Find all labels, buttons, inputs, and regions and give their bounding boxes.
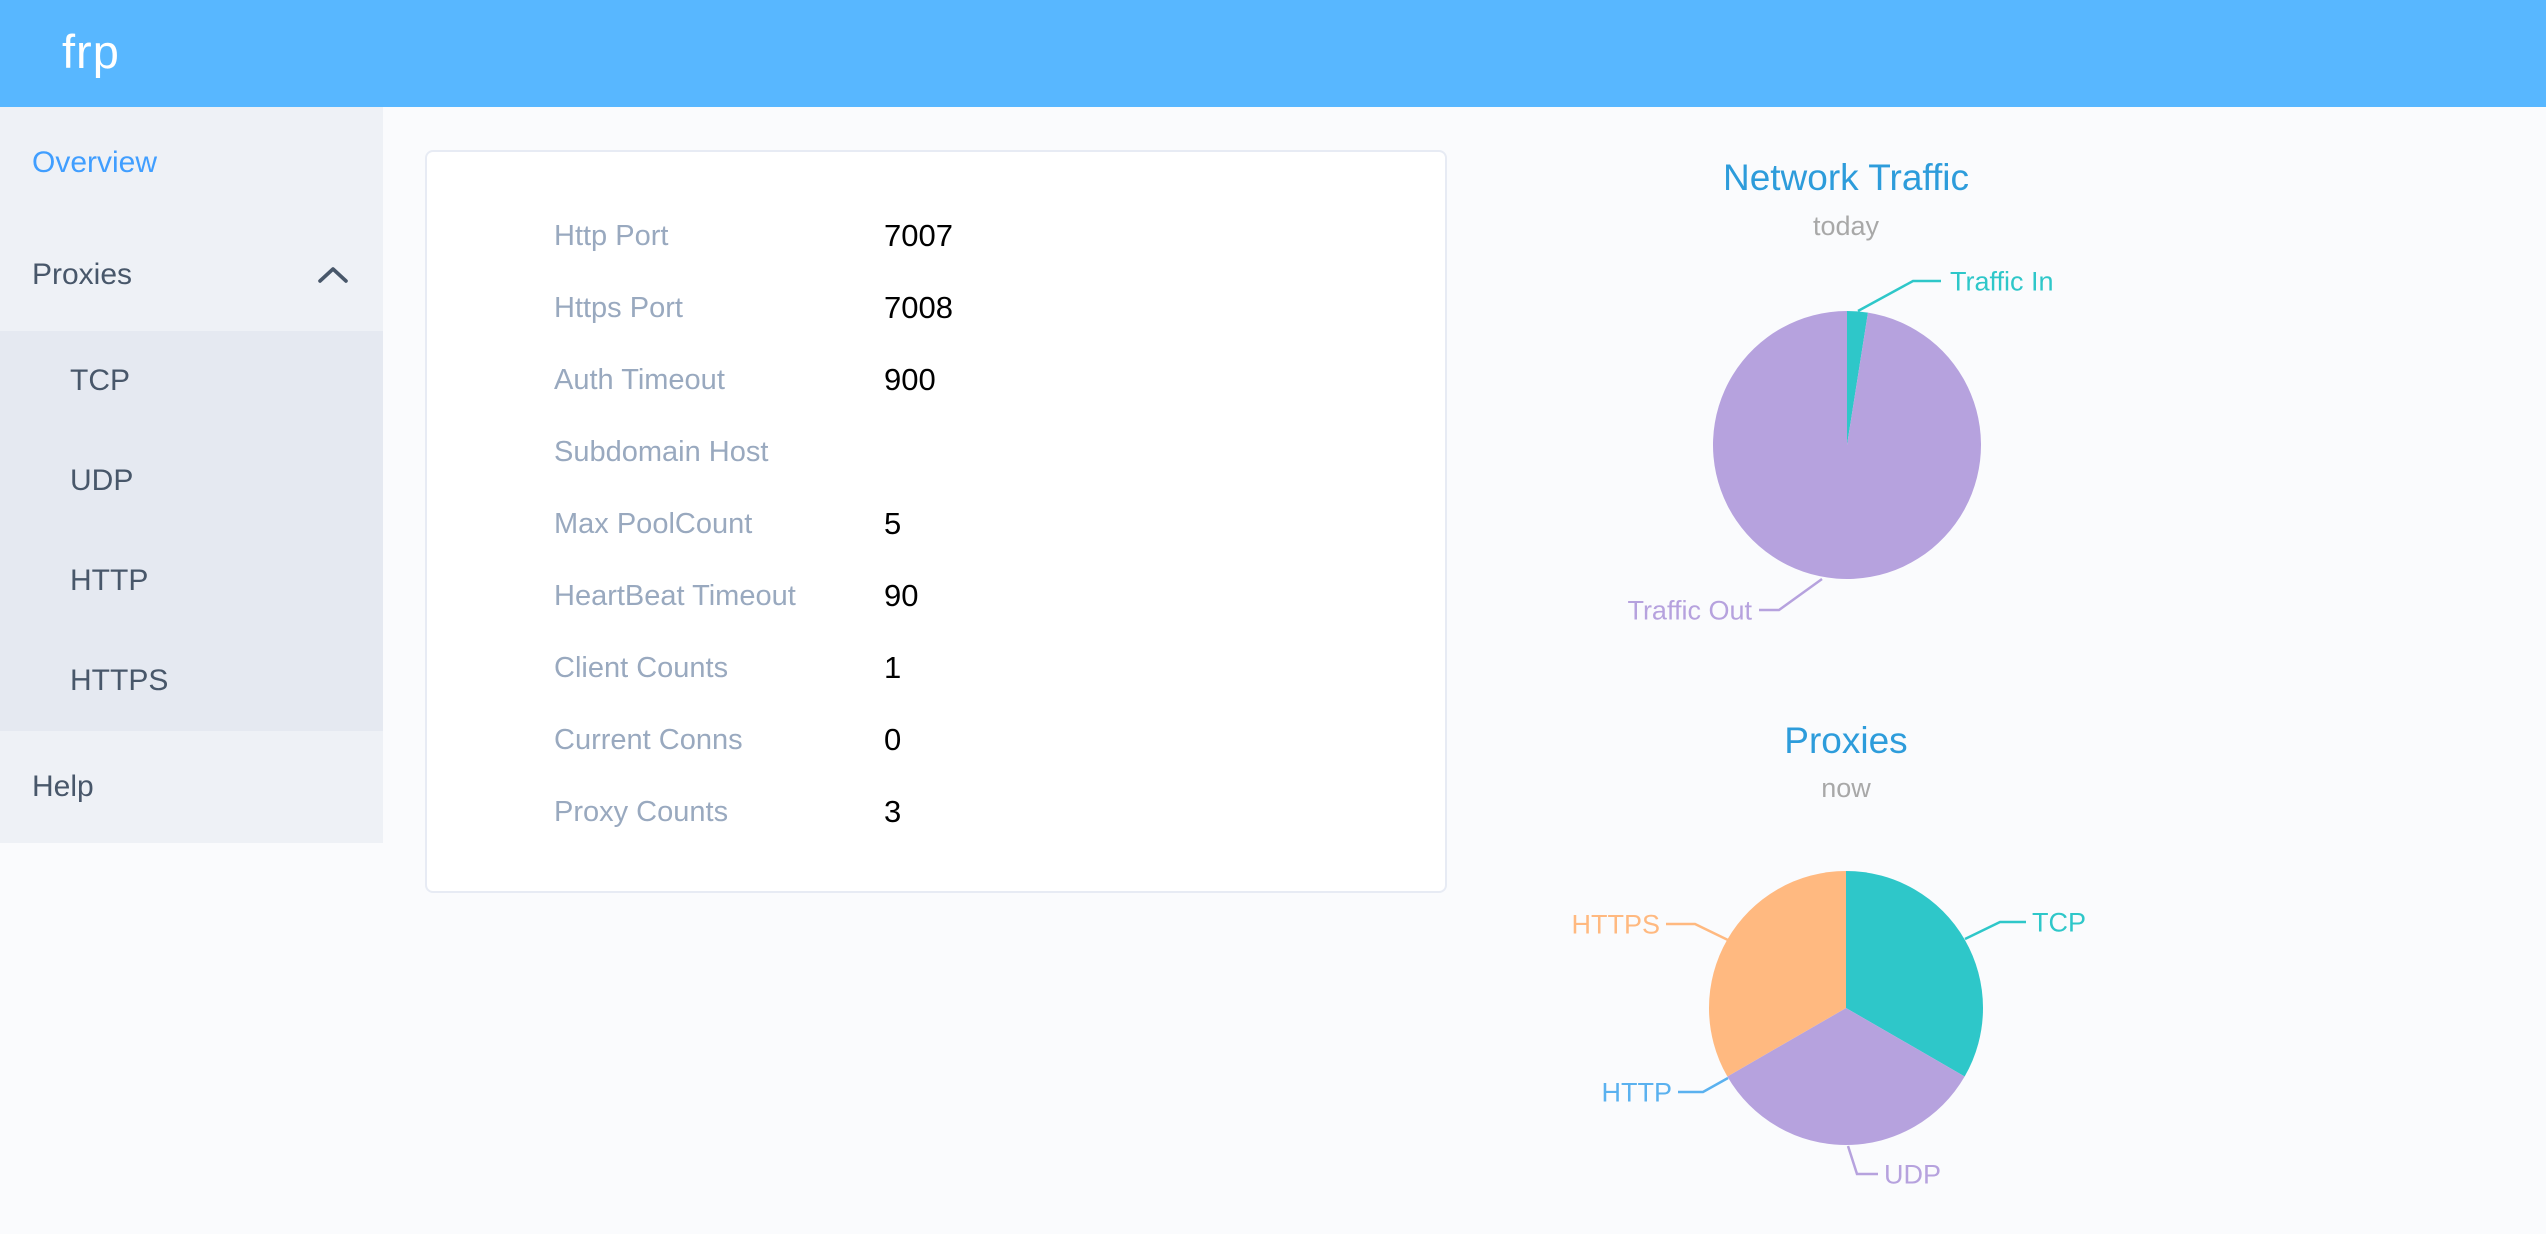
pie-label-line-tcp xyxy=(1964,920,2026,941)
config-label: Https Port xyxy=(554,291,683,324)
pie-slice-traffic-in[interactable] xyxy=(1847,311,1868,445)
sidebar-item-http[interactable]: HTTP xyxy=(0,531,383,631)
pie-label-http: HTTP xyxy=(1602,1077,1673,1107)
config-row: Subdomain Host xyxy=(427,416,1445,488)
sidebar-item-udp[interactable]: UDP xyxy=(0,431,383,531)
proxies-chart-title: Proxies xyxy=(1784,720,1908,761)
config-value: 900 xyxy=(884,362,936,397)
sidebar-item-overview[interactable]: Overview xyxy=(0,107,383,219)
sidebar-item-proxies[interactable]: Proxies xyxy=(0,219,383,331)
pie-slice-https[interactable] xyxy=(1708,871,1846,1077)
sidebar-item-label: HTTP xyxy=(70,564,149,597)
network-traffic-subtitle: today xyxy=(1812,211,1880,241)
sidebar-item-https[interactable]: HTTPS xyxy=(0,631,383,731)
chevron-up-icon xyxy=(318,267,348,283)
config-value: 7007 xyxy=(884,218,953,253)
config-label: Max PoolCount xyxy=(554,507,753,540)
pie-slice-udp[interactable] xyxy=(1727,1008,1965,1146)
sidebar-item-label: Help xyxy=(32,770,94,803)
pie-label-tcp: TCP xyxy=(2032,907,2086,937)
config-label: Auth Timeout xyxy=(554,363,725,396)
sidebar-menu: Overview Proxies TCP UDP HTTP HTTPS Help xyxy=(0,107,383,843)
network-traffic-title: Network Traffic xyxy=(1722,157,1970,198)
proxies-submenu: TCP UDP HTTP HTTPS xyxy=(0,331,383,731)
config-row: Http Port 7007 xyxy=(427,200,1445,272)
sidebar-item-label: UDP xyxy=(70,464,134,497)
config-value: 5 xyxy=(884,506,902,541)
pie-label-udp: UDP xyxy=(1884,1159,1941,1189)
pie-label-line-http xyxy=(1678,1076,1729,1094)
config-label: HeartBeat Timeout xyxy=(554,579,796,612)
pie-label-line-https xyxy=(1666,922,1731,943)
config-label: Current Conns xyxy=(554,723,743,756)
pie-label-line-traffic-in xyxy=(1857,279,1941,313)
sidebar-item-tcp[interactable]: TCP xyxy=(0,331,383,431)
pie-label-line-traffic-out xyxy=(1759,577,1823,612)
config-value: 90 xyxy=(884,578,919,613)
pie-slice-traffic-out[interactable] xyxy=(1712,311,1981,579)
config-row: Client Counts 1 xyxy=(427,632,1445,704)
sidebar-item-label: HTTPS xyxy=(70,664,169,697)
sidebar-item-help[interactable]: Help xyxy=(0,731,383,843)
config-label: Subdomain Host xyxy=(554,435,769,468)
pie-label-traffic-in: Traffic In xyxy=(1950,266,2054,296)
config-value: 3 xyxy=(884,794,902,829)
sidebar-item-label: TCP xyxy=(70,364,130,397)
app-logo: frp xyxy=(62,25,120,78)
pie-label-line-udp xyxy=(1846,1145,1878,1176)
sidebar-item-label: Proxies xyxy=(32,258,133,291)
pie-label-https: HTTPS xyxy=(1571,909,1660,939)
config-value: 1 xyxy=(884,650,902,685)
config-row: Current Conns 0 xyxy=(427,704,1445,776)
sidebar-item-label: Overview xyxy=(32,146,158,179)
pie-label-traffic-out: Traffic Out xyxy=(1627,595,1752,625)
config-value: 0 xyxy=(884,722,902,757)
config-value: 7008 xyxy=(884,290,953,325)
config-row: HeartBeat Timeout 90 xyxy=(427,560,1445,632)
proxies-chart-subtitle: now xyxy=(1821,773,1871,803)
config-row: Proxy Counts 3 xyxy=(427,776,1445,848)
config-label: Proxy Counts xyxy=(554,795,729,828)
pie-slice-tcp[interactable] xyxy=(1846,871,1984,1077)
config-row: Auth Timeout 900 xyxy=(427,344,1445,416)
config-row: Max PoolCount 5 xyxy=(427,488,1445,560)
config-label: Http Port xyxy=(554,219,669,252)
app-header: frp xyxy=(0,0,2546,107)
config-row: Https Port 7008 xyxy=(427,272,1445,344)
config-label: Client Counts xyxy=(554,651,729,684)
server-config-card: Http Port 7007 Https Port 7008 Auth Timeout 9… xyxy=(425,150,1447,893)
